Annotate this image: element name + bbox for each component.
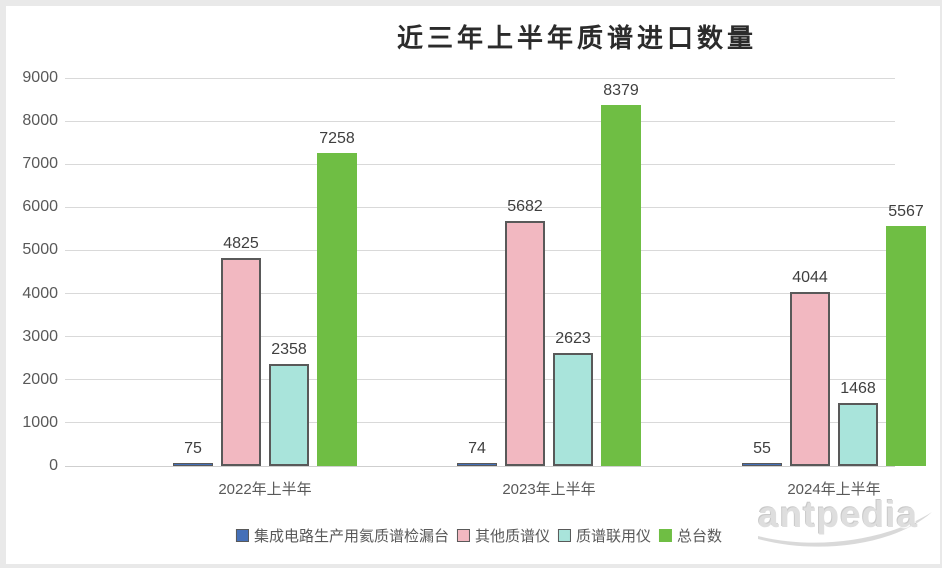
bar-fill [505,221,545,466]
data-label: 7258 [319,130,355,148]
gridline-0 [65,465,895,467]
bar-group-2023年上半年: 74 5682 2623 8379 [457,78,641,466]
gridline-2000 [65,379,895,381]
y-tick-label: 4000 [22,284,58,302]
y-tick-label: 1000 [22,413,58,431]
data-label: 5682 [507,198,543,216]
bar-总台数: 8379 [601,82,641,466]
bar-fill [457,462,497,466]
bar-fill [221,258,261,466]
data-label: 1468 [840,379,876,397]
y-tick-label: 0 [49,457,58,474]
watermark-text: antpedia [758,494,919,535]
bar-fill [886,226,926,466]
legend-swatch-icon [456,529,470,542]
legend-item-总台数: 总台数 [659,525,722,546]
bar-总台数: 5567 [886,203,926,466]
gridline-1000 [65,422,895,424]
data-label: 55 [753,440,771,457]
bar-group-2024年上半年: 55 4044 1468 5567 [742,78,926,466]
data-label: 8379 [603,81,639,99]
y-tick-label: 8000 [22,112,58,130]
bar-fill [269,364,309,466]
gridline-8000 [65,120,895,122]
bar-集成电路生产用氦质谱检漏台: 74 [457,440,497,466]
y-tick-label: 3000 [22,327,58,345]
gridline-4000 [65,293,895,295]
gridline-9000 [65,77,895,79]
legend-item-其他质谱仪: 其他质谱仪 [456,525,550,546]
data-label: 75 [184,439,202,457]
bar-总台数: 7258 [317,130,357,466]
legend-swatch-icon [235,529,249,542]
bar-集成电路生产用氦质谱检漏台: 55 [742,440,782,466]
bar-其他质谱仪: 5682 [505,198,545,466]
bar-fill [173,462,213,466]
bar-质谱联用仪: 1468 [838,380,878,466]
gridline-6000 [65,206,895,208]
legend-label: 总台数 [677,528,723,545]
bar-fill [553,352,593,466]
y-tick-label: 5000 [22,241,58,259]
plot-area: 75 4825 2358 7258 74 5682 2623 8379 55 4044 1468 55… [65,77,926,467]
data-label: 74 [468,439,486,457]
category-label-2024年上半年: 2024年上半年 [787,481,881,498]
legend-swatch-icon [659,529,673,542]
bar-fill [790,291,830,466]
bar-fill [601,104,641,466]
legend-swatch-icon [558,529,571,542]
data-label: 2623 [555,329,591,347]
bar-其他质谱仪: 4044 [790,269,830,466]
y-tick-label: 7000 [22,155,58,173]
legend-item-集成电路生产用氦质谱检漏台: 集成电路生产用氦质谱检漏台 [235,525,449,546]
category-label-2023年上半年: 2023年上半年 [502,481,596,498]
gridline-7000 [65,163,895,165]
data-label: 2358 [271,341,307,359]
data-label: 5567 [888,203,924,221]
watermark-swoosh-icon [758,512,932,547]
bar-其他质谱仪: 4825 [221,235,261,466]
chart-title: 近三年上半年质谱进口数量 [396,24,758,53]
gridline-3000 [65,336,895,338]
x-axis: 2022年上半年 2023年上半年 2024年上半年 [65,478,895,500]
data-label: 4044 [792,268,828,286]
legend-label: 集成电路生产用氦质谱检漏台 [253,528,449,545]
y-tick-label: 6000 [22,198,58,216]
legend-item-质谱联用仪: 质谱联用仪 [558,525,651,546]
bar-fill [317,153,357,466]
gridline-5000 [65,249,895,251]
y-axis: 0 1000 2000 3000 4000 5000 6000 7000 8000 9000 [6,69,58,474]
data-label: 4825 [223,235,259,252]
y-tick-label: 9000 [22,69,58,86]
bar-fill [838,402,878,466]
watermark: antpedia [752,492,936,550]
category-label-2022年上半年: 2022年上半年 [218,481,312,498]
bar-group-2022年上半年: 75 4825 2358 7258 [173,78,357,466]
legend-label: 其他质谱仪 [474,528,550,545]
y-tick-label: 2000 [22,370,58,388]
bar-集成电路生产用氦质谱检漏台: 75 [173,440,213,466]
bar-质谱联用仪: 2358 [269,341,309,466]
chart-legend: 集成电路生产用氦质谱检漏台 其他质谱仪 质谱联用仪 总台数 [235,525,722,546]
legend-label: 质谱联用仪 [576,528,652,545]
bar-质谱联用仪: 2623 [553,330,593,466]
chart-frame: 近三年上半年质谱进口数量 0 1000 2000 3000 4000 5000 6000 70… [6,6,940,564]
bar-fill [742,463,782,466]
